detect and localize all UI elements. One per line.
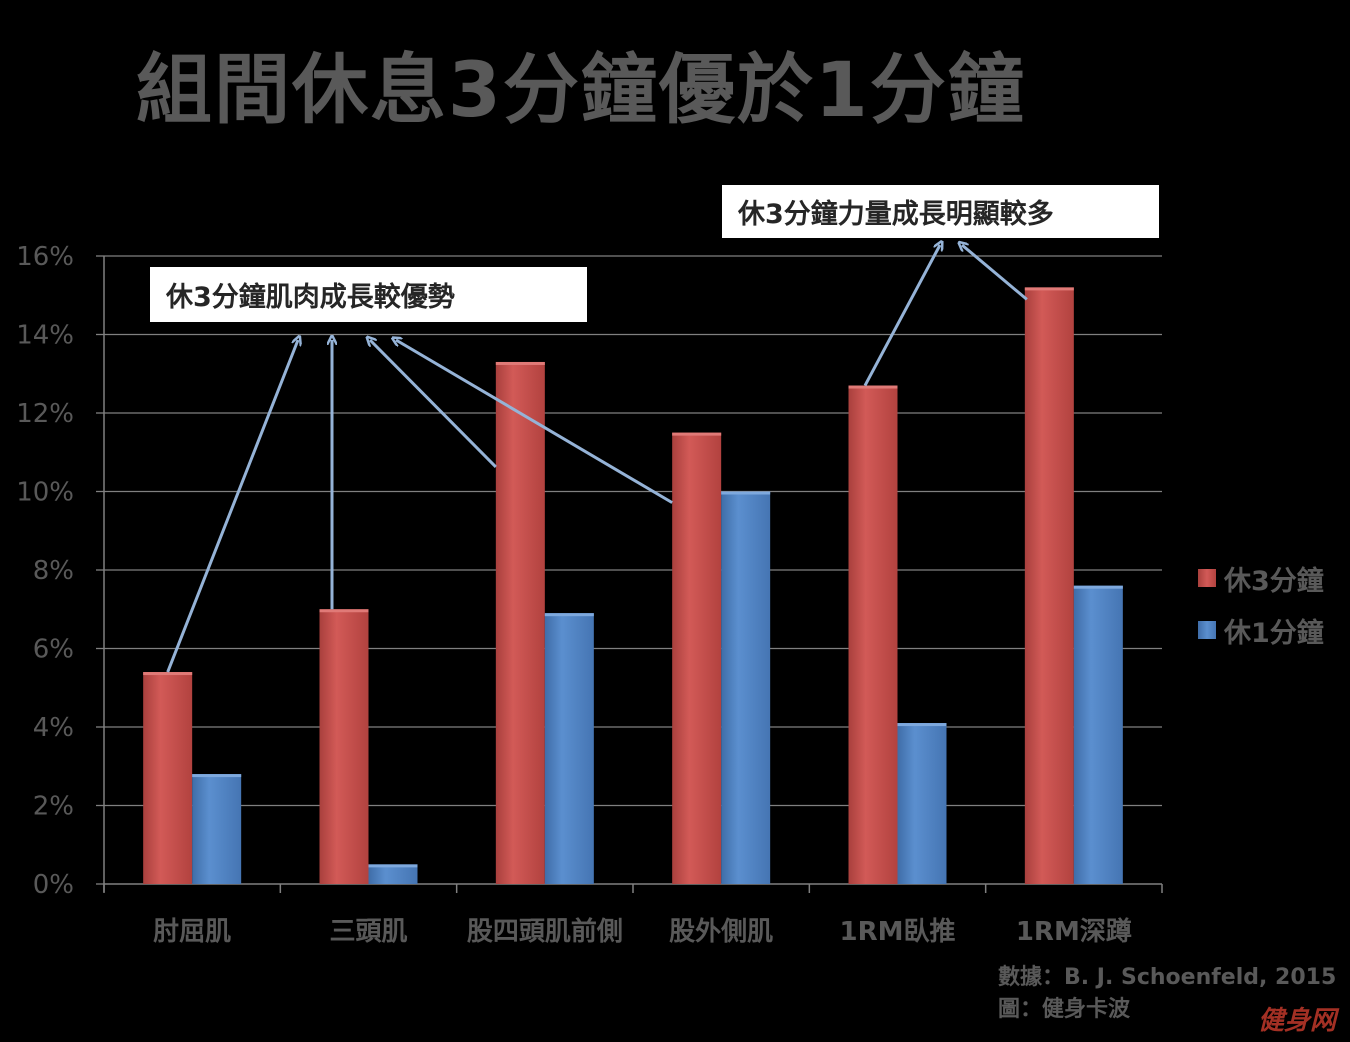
bar-top-highlight xyxy=(319,609,369,613)
y-tick-label: 6% xyxy=(33,635,74,665)
y-tick-label: 0% xyxy=(33,870,74,900)
bar-3min-5 xyxy=(1024,287,1074,884)
legend-swatch-red xyxy=(1198,569,1216,587)
bar-top-highlight xyxy=(495,361,545,365)
bar-3min-4 xyxy=(848,385,898,884)
bar-1min-3 xyxy=(721,491,771,884)
data-source-line: 數據：B. J. Schoenfeld, 2015 xyxy=(998,965,1337,990)
bar-1min-0 xyxy=(192,774,242,884)
legend-label: 休3分鐘 xyxy=(1224,565,1324,597)
bar-1min-5 xyxy=(1073,585,1123,884)
annotation-arrow xyxy=(370,340,497,469)
legend-swatch-blue xyxy=(1198,621,1216,639)
annotation-arrows xyxy=(166,245,1028,673)
axis-labels: 0% 2% 4% 6% 8% 10% 12% 14% 16% 肘屈肌 三頭肌 股四頭肌前側 股外側肌 1R… xyxy=(16,242,1132,947)
y-tick-label: 2% xyxy=(33,792,74,822)
bar-top-highlight xyxy=(192,774,242,778)
x-category-label: 1RM深蹲 xyxy=(1016,917,1132,947)
grid-lines xyxy=(104,255,1162,807)
bar-3min-2 xyxy=(495,361,545,885)
bar-1min-1 xyxy=(368,864,418,884)
bar-top-highlight xyxy=(1073,585,1123,589)
bar-top-highlight xyxy=(848,385,898,389)
callout-muscle-growth: 休3分鐘肌肉成長較優勢 xyxy=(150,267,587,322)
x-category-label: 股外側肌 xyxy=(669,917,773,947)
figure-credit-line: 圖：健身卡波 xyxy=(998,997,1131,1022)
chart-title: 組間休息3分鐘優於1分鐘 xyxy=(136,45,1026,134)
y-tick-label: 8% xyxy=(33,556,74,586)
bar-top-highlight xyxy=(368,864,418,868)
source-credit: 數據：B. J. Schoenfeld, 2015 圖：健身卡波 xyxy=(998,962,1336,1026)
x-category-label: 1RM臥推 xyxy=(840,917,956,947)
y-tick-label: 4% xyxy=(33,713,74,743)
axes xyxy=(96,255,1163,893)
bar-top-highlight xyxy=(1024,287,1074,291)
legend-item-1min: 休1分鐘 xyxy=(1198,604,1324,656)
bar-top-highlight xyxy=(672,432,722,436)
annotation-arrow xyxy=(396,340,673,504)
watermark-logo: 健身网 xyxy=(1258,1006,1337,1036)
bar-3min-0 xyxy=(143,672,193,884)
bar-3min-1 xyxy=(319,609,369,884)
y-tick-label: 10% xyxy=(16,478,74,508)
x-category-label: 肘屈肌 xyxy=(153,917,231,947)
bar-1min-2 xyxy=(544,613,594,884)
bar-top-highlight xyxy=(544,613,594,617)
legend: 休3分鐘 休1分鐘 xyxy=(1198,552,1324,656)
x-category-label: 股四頭肌前側 xyxy=(467,916,623,947)
legend-label: 休1分鐘 xyxy=(1224,617,1324,649)
bar-top-highlight xyxy=(721,491,771,495)
bar-1min-4 xyxy=(897,723,947,884)
annotation-arrow xyxy=(166,340,298,673)
annotation-arrow xyxy=(962,245,1028,301)
x-category-label: 三頭肌 xyxy=(329,917,407,947)
legend-item-3min: 休3分鐘 xyxy=(1198,552,1324,604)
annotation-arrow xyxy=(863,245,940,387)
y-tick-label: 12% xyxy=(16,399,74,429)
bars xyxy=(143,287,1123,885)
bar-top-highlight xyxy=(897,723,947,727)
y-tick-label: 16% xyxy=(16,242,74,272)
bar-top-highlight xyxy=(143,672,193,676)
bar-3min-3 xyxy=(672,432,722,884)
y-tick-label: 14% xyxy=(16,321,74,351)
callout-strength-growth: 休3分鐘力量成長明顯較多 xyxy=(722,185,1159,238)
